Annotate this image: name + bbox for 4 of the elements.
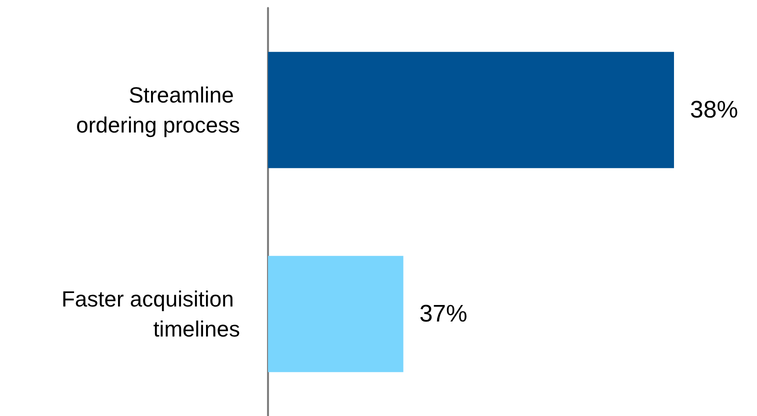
data-label: 37%	[419, 300, 468, 328]
y-tick-label: Faster acquisition timelines	[61, 286, 240, 342]
y-tick-label: Streamline ordering process	[76, 82, 240, 138]
data-label: 38%	[690, 96, 738, 124]
